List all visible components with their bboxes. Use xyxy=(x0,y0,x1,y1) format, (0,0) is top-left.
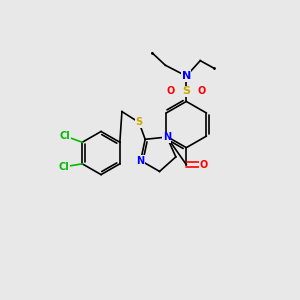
Text: S: S xyxy=(182,86,190,96)
Text: N: N xyxy=(182,71,191,81)
Text: N: N xyxy=(163,132,171,142)
Text: Cl: Cl xyxy=(60,131,70,141)
Text: O: O xyxy=(198,86,206,96)
Text: Cl: Cl xyxy=(58,162,69,172)
Text: O: O xyxy=(199,160,208,170)
Text: S: S xyxy=(135,117,142,128)
Text: N: N xyxy=(136,156,145,166)
Text: O: O xyxy=(167,86,175,96)
